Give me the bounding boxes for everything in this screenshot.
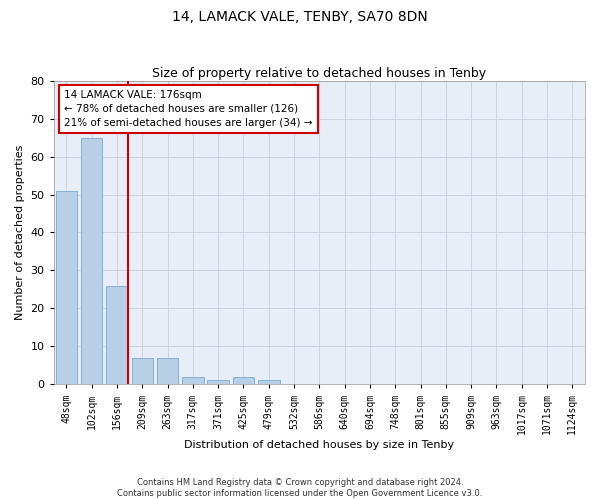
Bar [131, 358, 153, 384]
Bar [106, 286, 128, 384]
Bar [56, 190, 77, 384]
Bar [157, 358, 178, 384]
Title: Size of property relative to detached houses in Tenby: Size of property relative to detached ho… [152, 66, 487, 80]
Bar [233, 376, 254, 384]
Text: 14, LAMACK VALE, TENBY, SA70 8DN: 14, LAMACK VALE, TENBY, SA70 8DN [172, 10, 428, 24]
Bar [258, 380, 280, 384]
Bar [208, 380, 229, 384]
Y-axis label: Number of detached properties: Number of detached properties [15, 145, 25, 320]
Bar [182, 376, 203, 384]
Text: 14 LAMACK VALE: 176sqm
← 78% of detached houses are smaller (126)
21% of semi-de: 14 LAMACK VALE: 176sqm ← 78% of detached… [64, 90, 313, 128]
Bar [81, 138, 103, 384]
Text: Contains HM Land Registry data © Crown copyright and database right 2024.
Contai: Contains HM Land Registry data © Crown c… [118, 478, 482, 498]
X-axis label: Distribution of detached houses by size in Tenby: Distribution of detached houses by size … [184, 440, 454, 450]
